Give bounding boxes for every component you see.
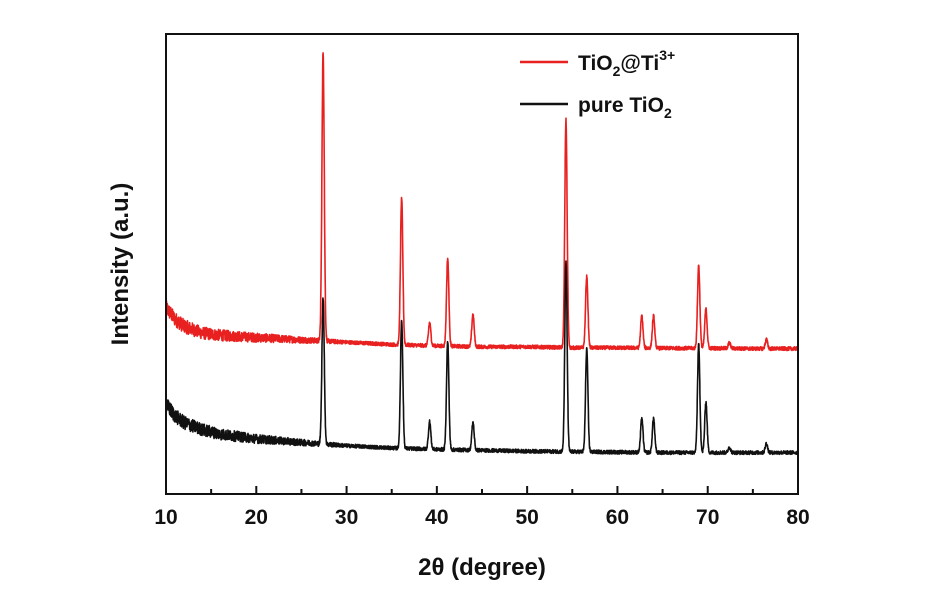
x-tick-label: 50 xyxy=(515,506,538,529)
legend: TiO2@Ti3+ pure TiO2 xyxy=(520,47,675,121)
x-tick-label: 80 xyxy=(786,506,809,529)
x-tick-label: 70 xyxy=(696,506,719,529)
plot-area xyxy=(165,52,799,456)
x-axis-ticks xyxy=(165,486,799,494)
x-tick-label: 60 xyxy=(606,506,629,529)
plot-frame xyxy=(165,33,799,495)
legend-label: pure TiO2 xyxy=(578,94,672,121)
x-tick-label: 20 xyxy=(245,506,268,529)
x-axis-title: 2θ (degree) xyxy=(418,554,546,581)
legend-label: TiO2@Ti3+ xyxy=(578,47,675,79)
x-axis-tick-labels: 10 20 30 40 50 60 70 80 xyxy=(154,506,809,529)
series-line-pure-tio2 xyxy=(165,260,799,456)
series-line-tio2-ti3 xyxy=(165,52,799,352)
x-tick-label: 10 xyxy=(154,506,177,529)
y-axis-title: Intensity (a.u.) xyxy=(107,183,134,346)
x-tick-label: 40 xyxy=(425,506,448,529)
x-tick-label: 30 xyxy=(335,506,358,529)
